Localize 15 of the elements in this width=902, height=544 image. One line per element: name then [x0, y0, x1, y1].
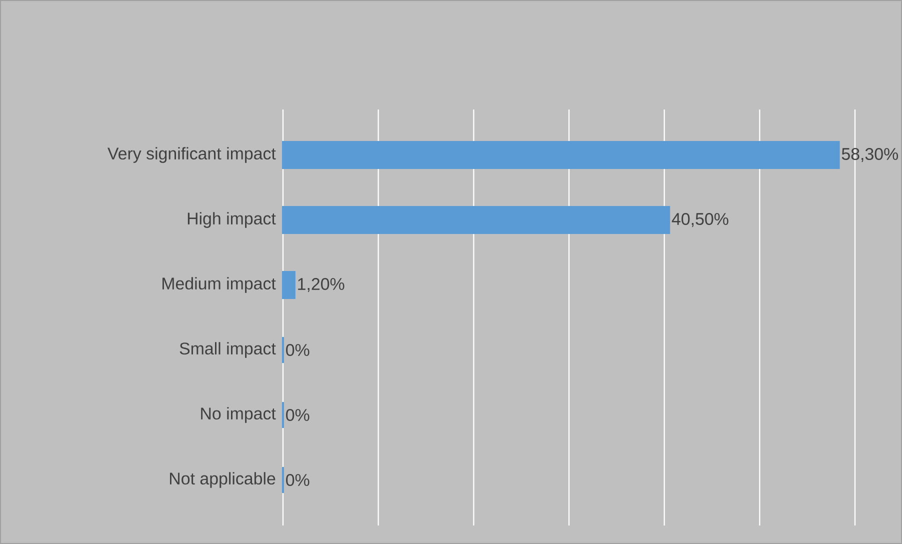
bar — [282, 271, 296, 299]
y-tick-label: Small impact — [180, 342, 276, 358]
y-tick-label: No impact — [201, 407, 276, 423]
bar — [282, 141, 840, 169]
data-label: 0% — [286, 409, 310, 421]
data-label: 40,50% — [672, 213, 728, 227]
y-tick-label: Not applicable — [170, 472, 276, 488]
y-tick-label: High impact — [188, 212, 276, 228]
data-label: 0% — [286, 474, 310, 486]
bar — [282, 206, 670, 234]
y-tick-label: Medium impact — [162, 277, 276, 293]
data-label: 58,30% — [842, 148, 898, 162]
data-label: 1,20% — [298, 278, 344, 292]
y-tick-label: Very significant impact — [108, 147, 276, 163]
data-label: 0% — [286, 344, 310, 356]
